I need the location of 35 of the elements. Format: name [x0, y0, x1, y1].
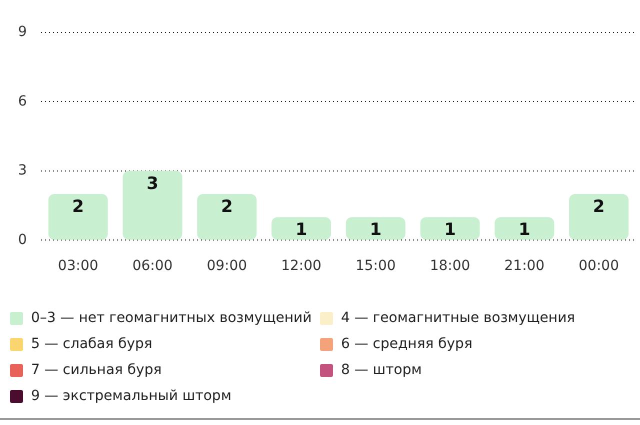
data-label: 2 — [592, 196, 605, 217]
x-tick-label: 09:00 — [206, 258, 248, 274]
x-tick-label: 06:00 — [132, 258, 173, 274]
x-tick-label: 18:00 — [430, 258, 470, 274]
y-tick-label: 6 — [18, 93, 27, 110]
data-label: 2 — [220, 196, 233, 217]
data-label: 1 — [295, 220, 308, 240]
legend-label: 5 — слабая буря — [31, 336, 152, 352]
x-tick-label: 03:00 — [58, 258, 98, 274]
legend-label: 0–3 — нет геомагнитных возмущений — [31, 310, 312, 326]
data-label: 1 — [518, 220, 530, 240]
x-tick-label: 00:00 — [578, 258, 619, 274]
x-tick-label: 21:00 — [504, 258, 545, 274]
bar — [346, 217, 406, 240]
y-tick-label: 9 — [18, 24, 27, 40]
x-tick-label: 15:00 — [355, 258, 396, 274]
bar — [569, 194, 629, 240]
x-tick-label: 12:00 — [281, 258, 322, 274]
bar — [494, 217, 554, 240]
bar — [420, 217, 480, 240]
legend-label: 9 — экстремальный шторм — [31, 388, 232, 404]
legend-label: 8 — шторм — [341, 362, 422, 378]
legend-label: 7 — сильная буря — [31, 362, 162, 378]
data-label: 2 — [72, 196, 84, 217]
bar — [122, 170, 182, 240]
legend-label: 6 — средняя буря — [341, 336, 472, 352]
y-tick-label: 3 — [18, 162, 27, 179]
bar — [197, 194, 257, 240]
bar — [48, 194, 108, 240]
bar — [272, 217, 332, 240]
legend-label: 4 — геомагнитные возмущения — [341, 310, 576, 326]
data-label: 1 — [444, 220, 456, 240]
data-label: 1 — [370, 220, 382, 240]
y-tick-label: 0 — [18, 232, 27, 248]
data-label: 3 — [146, 174, 158, 194]
